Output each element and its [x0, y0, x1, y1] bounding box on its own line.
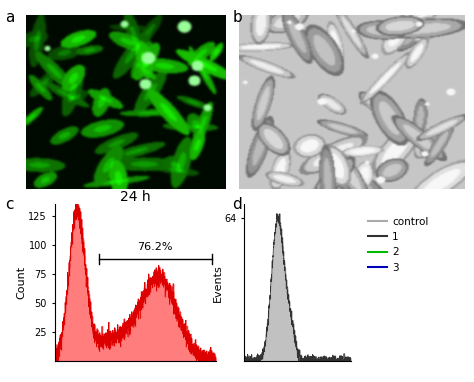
Y-axis label: Events: Events: [213, 264, 223, 301]
Text: b: b: [232, 10, 242, 24]
Legend: control, 1, 2, 3: control, 1, 2, 3: [364, 213, 433, 277]
Text: a: a: [5, 10, 14, 24]
Y-axis label: Count: Count: [17, 266, 27, 299]
Text: c: c: [5, 197, 13, 212]
Title: 24 h: 24 h: [120, 190, 150, 204]
Text: d: d: [232, 197, 242, 212]
Text: 76.2%: 76.2%: [137, 242, 173, 252]
